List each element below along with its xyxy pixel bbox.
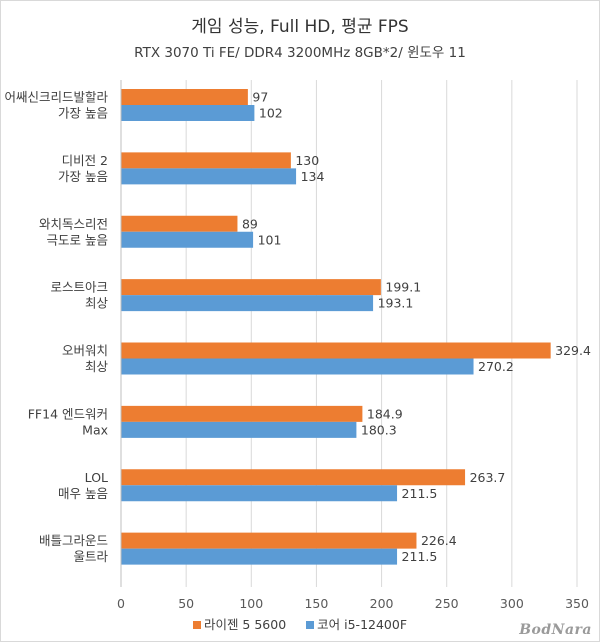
y-tick-label-6-2: Max — [82, 422, 108, 437]
bar-series-2-2 — [121, 168, 297, 185]
data-label-series-1-6: 184.9 — [367, 406, 403, 421]
chart-subtitle: RTX 3070 Ti FE/ DDR4 3200MHz 8GB*2/ 윈도우 … — [134, 45, 466, 61]
bar-series-2-6 — [121, 421, 357, 438]
data-label-series-1-7: 263.7 — [470, 470, 506, 485]
legend-swatch-series-2 — [306, 621, 315, 629]
chart-title: 게임 성능, Full HD, 평균 FPS — [191, 17, 409, 37]
y-tick-label-4-2: 최상 — [85, 296, 109, 311]
bar-series-1-2 — [121, 152, 291, 169]
bar-series-1-8 — [121, 532, 417, 549]
bar-series-2-3 — [121, 231, 254, 248]
bar-series-2-7 — [121, 485, 398, 502]
data-label-series-2-7: 211.5 — [402, 486, 438, 501]
bar-series-1-3 — [121, 215, 238, 232]
y-tick-label-7-1: LOL — [85, 470, 108, 485]
y-tick-label-8-1: 배틀그라운드 — [39, 533, 108, 548]
bar-series-1-6 — [121, 405, 363, 422]
y-tick-label-2-2: 가장 높음 — [58, 169, 108, 184]
legend-swatch-series-1 — [192, 621, 201, 629]
bar-series-2-4 — [121, 295, 374, 312]
data-label-series-2-8: 211.5 — [402, 549, 438, 564]
bar-series-2-5 — [121, 358, 474, 375]
y-tick-label-8-2: 울트라 — [73, 549, 108, 564]
data-label-series-1-2: 130 — [295, 153, 319, 168]
x-tick-label: 200 — [370, 596, 394, 611]
legend-item-series-2: 코어 i5-12400F — [306, 614, 407, 633]
data-label-series-1-1: 97 — [252, 90, 268, 105]
bar-series-1-5 — [121, 342, 551, 359]
bar-series-1-7 — [121, 469, 466, 486]
x-tick-label: 0 — [117, 596, 125, 611]
bar-series-1-4 — [121, 279, 381, 296]
data-label-series-2-1: 102 — [259, 106, 283, 121]
y-tick-label-6-1: FF14 엔드워커 — [28, 406, 108, 421]
y-tick-label-5-1: 오버워치 — [62, 343, 108, 358]
y-tick-label-3-1: 와치독스리전 — [39, 216, 108, 231]
data-label-series-2-6: 180.3 — [361, 422, 397, 437]
data-label-series-2-3: 101 — [258, 232, 282, 247]
x-tick-label: 100 — [239, 596, 263, 611]
data-label-series-2-4: 193.1 — [378, 296, 414, 311]
data-label-series-1-8: 226.4 — [421, 533, 457, 548]
legend-label-series-1: 라이젠 5 5600 — [203, 617, 287, 632]
legend: 라이젠 5 5600 코어 i5-12400F — [0, 614, 600, 633]
x-tick-label: 350 — [565, 596, 589, 611]
y-tick-label-1-2: 가장 높음 — [58, 106, 108, 121]
y-tick-label-7-2: 매우 높음 — [58, 486, 108, 501]
x-tick-label: 250 — [435, 596, 459, 611]
y-tick-label-1-1: 어쌔신크리드발할라 — [4, 90, 108, 105]
data-label-series-1-4: 199.1 — [385, 280, 421, 295]
y-tick-label-3-2: 극도로 높음 — [47, 232, 108, 247]
data-label-series-1-5: 329.4 — [555, 343, 591, 358]
legend-label-series-2: 코어 i5-12400F — [317, 617, 408, 632]
bar-series-1-1 — [121, 89, 248, 105]
x-tick-label: 50 — [178, 596, 194, 611]
data-label-series-1-3: 89 — [242, 216, 258, 231]
legend-item-series-1: 라이젠 5 5600 — [192, 614, 287, 633]
bar-series-2-8 — [121, 548, 398, 565]
watermark-logo: BodNara — [519, 622, 592, 638]
y-tick-label-2-1: 디비전 2 — [62, 153, 108, 168]
data-label-series-2-2: 134 — [301, 169, 325, 184]
y-tick-label-4-1: 로스트아크 — [50, 280, 108, 295]
x-tick-label: 300 — [500, 596, 524, 611]
data-label-series-2-5: 270.2 — [478, 359, 514, 374]
x-tick-label: 150 — [304, 596, 328, 611]
y-tick-label-5-2: 최상 — [85, 359, 109, 374]
bar-series-2-1 — [121, 105, 255, 121]
